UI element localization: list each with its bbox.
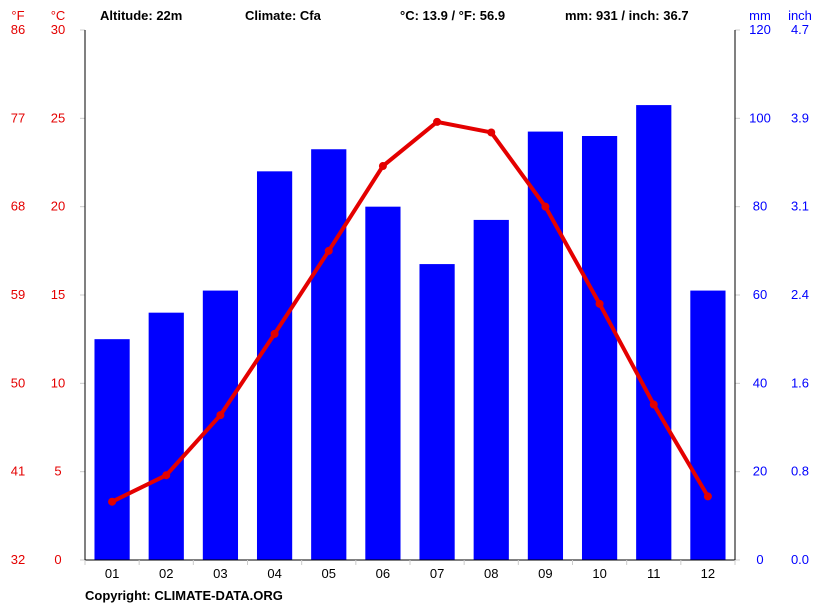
month-label: 12: [701, 566, 715, 581]
tick-c: 15: [51, 287, 65, 302]
precip-bar: [149, 313, 184, 560]
precip-bar: [690, 291, 725, 560]
temp-marker: [487, 128, 495, 136]
tick-c: 10: [51, 375, 65, 390]
month-label: 04: [267, 566, 281, 581]
tick-f: 86: [11, 22, 25, 37]
precip-bar: [257, 171, 292, 560]
temp-marker: [379, 162, 387, 170]
altitude-label: Altitude: 22m: [100, 8, 182, 23]
precip-bar: [365, 207, 400, 560]
tick-inch: 0.8: [791, 464, 809, 479]
tick-mm: 0: [756, 552, 763, 567]
month-label: 09: [538, 566, 552, 581]
tick-c: 20: [51, 199, 65, 214]
tick-f: 50: [11, 375, 25, 390]
month-label: 08: [484, 566, 498, 581]
tick-mm: 100: [749, 110, 771, 125]
tick-f: 41: [11, 464, 25, 479]
tick-inch: 3.9: [791, 110, 809, 125]
precip-bar: [528, 132, 563, 560]
temp-marker: [596, 300, 604, 308]
tick-inch: 4.7: [791, 22, 809, 37]
tick-c: 0: [54, 552, 61, 567]
temp-marker: [541, 203, 549, 211]
tick-c: 5: [54, 464, 61, 479]
tick-c: 30: [51, 22, 65, 37]
temp-marker: [162, 471, 170, 479]
month-label: 03: [213, 566, 227, 581]
unit-inch: inch: [788, 8, 812, 23]
precip-bar: [94, 339, 129, 560]
month-label: 11: [647, 566, 661, 581]
climate-label: Climate: Cfa: [245, 8, 322, 23]
unit-mm: mm: [749, 8, 771, 23]
month-label: 06: [376, 566, 390, 581]
temp-marker: [433, 118, 441, 126]
tick-inch: 1.6: [791, 375, 809, 390]
unit-c: °C: [51, 8, 66, 23]
temp-marker: [325, 247, 333, 255]
precip-bar: [419, 264, 454, 560]
tick-f: 68: [11, 199, 25, 214]
temp-line: [112, 122, 708, 502]
tick-inch: 3.1: [791, 199, 809, 214]
month-label: 01: [105, 566, 119, 581]
tick-mm: 60: [753, 287, 767, 302]
tick-c: 25: [51, 110, 65, 125]
precip-bar: [582, 136, 617, 560]
precip-bar: [636, 105, 671, 560]
tick-f: 77: [11, 110, 25, 125]
tick-f: 32: [11, 552, 25, 567]
month-label: 07: [430, 566, 444, 581]
temp-summary: °C: 13.9 / °F: 56.9: [400, 8, 505, 23]
temp-marker: [704, 492, 712, 500]
climate-chart: Altitude: 22m Climate: Cfa °C: 13.9 / °F: …: [0, 0, 815, 611]
tick-inch: 0.0: [791, 552, 809, 567]
temp-marker: [271, 330, 279, 338]
month-label: 05: [322, 566, 336, 581]
temp-marker: [216, 411, 224, 419]
tick-f: 59: [11, 287, 25, 302]
temp-marker: [108, 498, 116, 506]
tick-mm: 20: [753, 464, 767, 479]
tick-mm: 80: [753, 199, 767, 214]
unit-f: °F: [11, 8, 24, 23]
month-label: 10: [592, 566, 606, 581]
copyright-text: Copyright: CLIMATE-DATA.ORG: [85, 588, 283, 603]
tick-inch: 2.4: [791, 287, 809, 302]
chart-svg: Altitude: 22m Climate: Cfa °C: 13.9 / °F: …: [0, 0, 815, 611]
tick-mm: 40: [753, 375, 767, 390]
month-label: 02: [159, 566, 173, 581]
precip-bar: [203, 291, 238, 560]
temp-marker: [650, 401, 658, 409]
tick-mm: 120: [749, 22, 771, 37]
precip-bar: [311, 149, 346, 560]
precip-bar: [474, 220, 509, 560]
precip-summary: mm: 931 / inch: 36.7: [565, 8, 689, 23]
